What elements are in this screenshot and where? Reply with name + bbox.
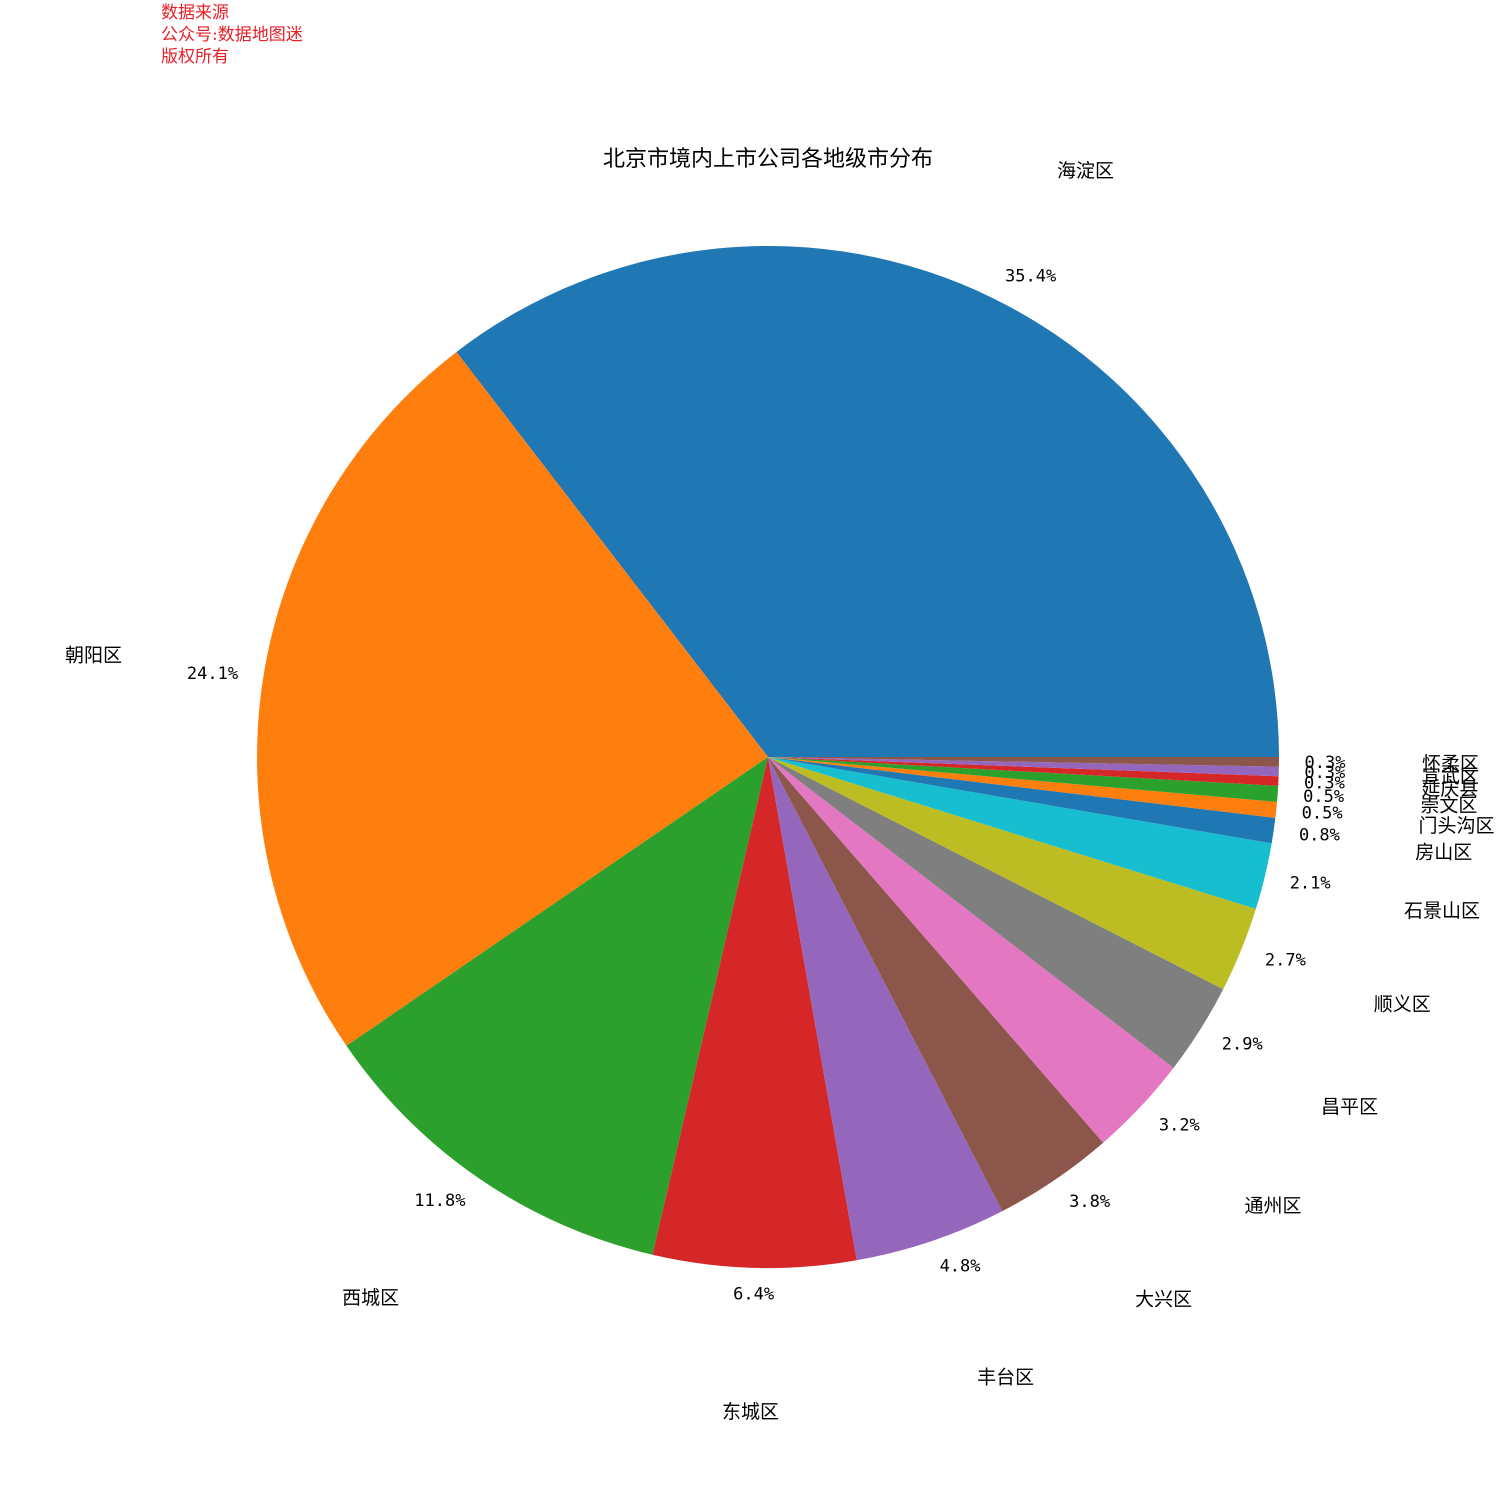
pie-slice <box>768 757 1276 844</box>
slice-category-label: 大兴区 <box>1135 1288 1192 1310</box>
slice-percent-label: 2.7% <box>1265 950 1306 970</box>
slice-category-label: 门头沟区 <box>1419 815 1495 837</box>
slice-category-label: 朝阳区 <box>65 645 122 667</box>
slice-category-label: 石景山区 <box>1404 900 1480 922</box>
pie-slice <box>768 757 1003 1261</box>
pie-slice <box>768 757 1272 909</box>
slice-percent-label: 0.3% <box>1304 773 1345 793</box>
slice-percent-label: 2.1% <box>1290 873 1331 893</box>
chart-title: 北京市境内上市公司各地级市分布 <box>603 147 933 172</box>
pie-slice <box>768 757 1278 818</box>
slice-category-label: 崇文区 <box>1420 794 1477 816</box>
slice-percent-label: 24.1% <box>187 664 238 684</box>
watermark-line-copyright: 版权所有 <box>161 47 229 67</box>
watermark-line-account: 公众号:数据地图迷 <box>161 25 303 45</box>
pie-slice <box>768 757 1279 786</box>
pie-slice <box>456 246 1279 757</box>
slice-category-label: 房山区 <box>1415 841 1472 863</box>
pie-slice <box>768 757 1279 767</box>
pie-slice <box>768 757 1104 1212</box>
slice-category-label: 怀柔区 <box>1422 753 1479 775</box>
slice-percent-label: 3.8% <box>1069 1192 1110 1212</box>
slice-percent-label: 0.5% <box>1302 804 1343 824</box>
slice-percent-label: 11.8% <box>414 1191 465 1211</box>
slice-percent-label: 0.3% <box>1305 753 1346 773</box>
pie-slice <box>768 757 1224 1068</box>
slice-category-label: 通州区 <box>1244 1195 1301 1217</box>
slice-percent-label: 0.8% <box>1299 825 1340 845</box>
pie-slice <box>768 757 1256 990</box>
slice-percent-label: 0.3% <box>1304 763 1345 783</box>
pie-slice <box>652 757 857 1268</box>
pie-slice <box>768 757 1279 802</box>
slice-percent-label: 3.2% <box>1159 1116 1200 1136</box>
slice-percent-label: 35.4% <box>1005 267 1056 287</box>
slice-category-label: 顺义区 <box>1374 994 1431 1016</box>
watermark-line-source: 数据来源 <box>161 3 229 23</box>
pie-slice <box>256 351 768 1046</box>
watermark: 数据来源 公众号:数据地图迷 版权所有 <box>161 2 303 68</box>
slice-category-label: 西城区 <box>342 1287 399 1309</box>
slice-category-label: 海淀区 <box>1057 160 1114 182</box>
pie-slice <box>768 757 1279 777</box>
slice-category-label: 东城区 <box>722 1401 779 1423</box>
pie-labels: 35.4% 海淀区 24.1% 朝阳区 11.8% 西城区 6.4% 东城区 4.8% 丰台区 3.… <box>65 160 1495 1423</box>
pie-slice <box>346 757 768 1255</box>
slice-percent-label: 2.9% <box>1222 1034 1263 1054</box>
slice-percent-label: 4.8% <box>940 1256 981 1276</box>
slice-percent-label: 6.4% <box>733 1284 774 1304</box>
pie-slices <box>256 246 1279 1268</box>
slice-category-label: 昌平区 <box>1321 1096 1378 1118</box>
pie-slice <box>768 757 1174 1143</box>
slice-category-label: 丰台区 <box>977 1367 1034 1389</box>
slice-percent-label: 0.5% <box>1303 787 1344 807</box>
slice-category-label: 延庆县 <box>1421 778 1478 800</box>
slice-category-label: 宣武区 <box>1422 766 1479 788</box>
